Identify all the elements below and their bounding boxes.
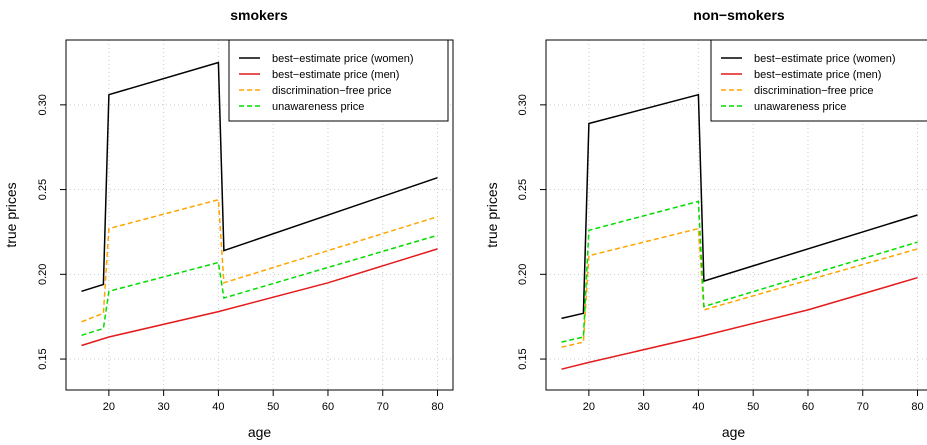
x-tick-label: 20 (583, 401, 595, 413)
x-tick-label: 80 (911, 401, 923, 413)
x-tick-label: 40 (212, 401, 224, 413)
legend-label: unawareness price (754, 101, 846, 113)
series-line (81, 248, 438, 347)
x-tick-label: 80 (431, 401, 443, 413)
legend-label: best−estimate price (women) (754, 53, 896, 65)
y-tick-label: 0.30 (37, 94, 49, 115)
x-tick-label: 50 (267, 401, 279, 413)
x-axis-label: age (248, 424, 272, 440)
x-tick-label: 40 (692, 401, 704, 413)
series-line (81, 198, 438, 323)
series-line (81, 61, 438, 293)
chart-title: smokers (230, 7, 288, 23)
legend: best−estimate price (women) best−estimate… (710, 39, 927, 122)
y-axis-label: true prices (3, 182, 19, 247)
x-tick-label: 20 (103, 401, 115, 413)
legend-label: best−estimate price (women) (272, 53, 414, 65)
legend-label: best−estimate price (men) (754, 69, 881, 81)
x-tick-label: 30 (158, 401, 170, 413)
panel-non-smokers: 20 30 40 50 60 70 80 0.15 0.20 0.25 0.30 non−smoker… (484, 7, 927, 440)
series-line (561, 200, 918, 343)
legend-box (710, 39, 927, 122)
legend: best−estimate price (women) best−estimate… (228, 39, 449, 122)
series-line (561, 227, 918, 348)
legend-label: unawareness price (272, 101, 364, 113)
chart-title: non−smokers (693, 7, 785, 23)
x-tick-label: 60 (322, 401, 334, 413)
x-axis-label: age (722, 424, 746, 440)
y-tick-label: 0.15 (37, 348, 49, 369)
series-line (561, 276, 918, 370)
y-tick-label: 0.20 (517, 264, 529, 285)
y-tick-label: 0.25 (517, 179, 529, 200)
y-tick-label: 0.15 (517, 348, 529, 369)
series-line (561, 93, 918, 320)
x-tick-label: 30 (638, 401, 650, 413)
y-tick-label: 0.30 (517, 94, 529, 115)
legend-label: discrimination−free price (754, 85, 874, 97)
series-line (81, 234, 438, 337)
x-tick-label: 50 (747, 401, 759, 413)
legend-label: discrimination−free price (272, 85, 392, 97)
y-axis-label: true prices (484, 182, 500, 247)
legend-box (228, 39, 449, 122)
legend-label: best−estimate price (men) (272, 69, 399, 81)
x-tick-label: 60 (802, 401, 814, 413)
y-tick-label: 0.25 (37, 179, 49, 200)
x-tick-label: 70 (857, 401, 869, 413)
panel-smokers: 20 30 40 50 60 70 80 0.15 0.20 0.25 0.30 smokers age… (3, 7, 454, 440)
y-tick-label: 0.20 (37, 264, 49, 285)
x-tick-label: 70 (377, 401, 389, 413)
